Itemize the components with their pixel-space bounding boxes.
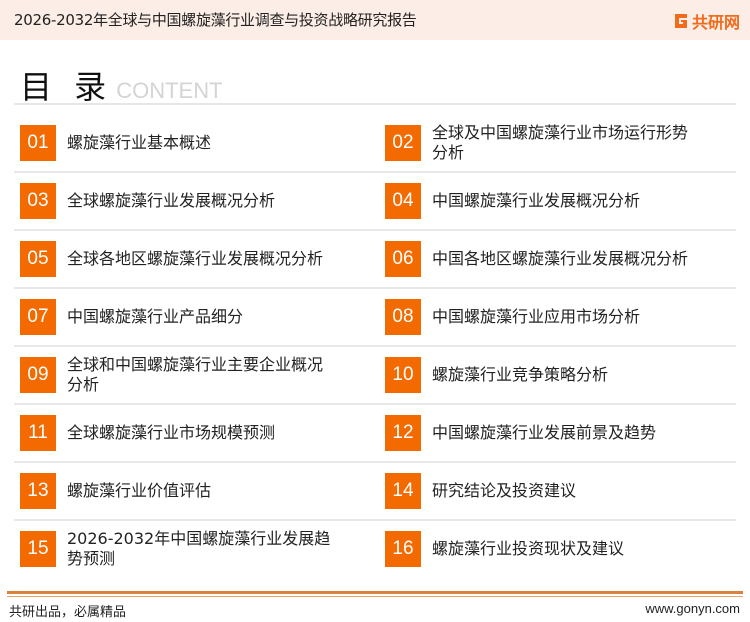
chapter-title: 螺旋藻行业竞争策略分析 [432,365,609,384]
toc-heading: 目 录 CONTENT [20,62,223,108]
chapter-title: 中国各地区螺旋藻行业发展概况分析 [432,249,689,268]
chapter-title: 全球和中国螺旋藻行业主要企业概况分析 [67,355,324,394]
row-divider [14,345,736,347]
chapter-title: 研究结论及投资建议 [432,481,577,500]
toc-item-15[interactable]: 15 2026-2032年中国螺旋藻行业发展趋势预测 [20,529,337,568]
row-divider [14,171,736,173]
toc-item-09[interactable]: 09 全球和中国螺旋藻行业主要企业概况分析 [20,355,337,394]
toc-row: 15 2026-2032年中国螺旋藻行业发展趋势预测 16 螺旋藻行业投资现状及建议 [14,529,736,587]
toc-item-03[interactable]: 03 全球螺旋藻行业发展概况分析 [20,183,337,219]
chapter-title: 螺旋藻行业价值评估 [67,481,212,500]
chapter-title: 中国螺旋藻行业发展前景及趋势 [432,423,657,442]
toc-row: 13 螺旋藻行业价值评估 14 研究结论及投资建议 [14,471,736,529]
chapter-number: 13 [20,473,56,509]
chapter-number: 11 [20,415,56,451]
chapter-title: 中国螺旋藻行业产品细分 [67,307,244,326]
toc-item-05[interactable]: 05 全球各地区螺旋藻行业发展概况分析 [20,241,337,277]
chapter-number: 16 [385,531,421,567]
toc-item-12[interactable]: 12 中国螺旋藻行业发展前景及趋势 [385,415,702,451]
row-divider [14,229,736,231]
toc-item-06[interactable]: 06 中国各地区螺旋藻行业发展概况分析 [385,241,702,277]
toc-item-13[interactable]: 13 螺旋藻行业价值评估 [20,473,337,509]
chapter-title: 中国螺旋藻行业应用市场分析 [432,307,641,326]
chapter-number: 04 [385,183,421,219]
chapter-number: 01 [20,125,56,161]
toc-row: 11 全球螺旋藻行业市场规模预测 12 中国螺旋藻行业发展前景及趋势 [14,413,736,471]
chapter-number: 10 [385,357,421,393]
chapter-number: 08 [385,299,421,335]
toc-row: 07 中国螺旋藻行业产品细分 08 中国螺旋藻行业应用市场分析 [14,297,736,355]
chapter-title: 全球各地区螺旋藻行业发展概况分析 [67,249,324,268]
toc-title: 目 录 [20,68,113,106]
row-divider [14,287,736,289]
brand-logo: 共研网 [673,9,740,33]
row-divider [14,519,736,521]
row-divider [14,403,736,405]
footer-website: www.gonyn.com [645,601,740,616]
chapter-number: 14 [385,473,421,509]
chapter-title: 螺旋藻行业基本概述 [67,133,212,152]
chapter-title: 螺旋藻行业投资现状及建议 [432,539,625,558]
toc-item-08[interactable]: 08 中国螺旋藻行业应用市场分析 [385,299,702,335]
logo-text: 共研网 [691,13,740,32]
toc-row: 05 全球各地区螺旋藻行业发展概况分析 06 中国各地区螺旋藻行业发展概况分析 [14,239,736,297]
chapter-number: 12 [385,415,421,451]
footer-divider-thin [7,596,743,597]
chapter-title: 全球及中国螺旋藻行业市场运行形势分析 [432,123,689,162]
chapter-number: 03 [20,183,56,219]
toc-item-16[interactable]: 16 螺旋藻行业投资现状及建议 [385,531,702,567]
chapter-number: 09 [20,357,56,393]
chapter-title: 2026-2032年中国螺旋藻行业发展趋势预测 [67,529,331,568]
chapter-number: 05 [20,241,56,277]
chapter-number: 07 [20,299,56,335]
toc-item-14[interactable]: 14 研究结论及投资建议 [385,473,702,509]
footer-slogan: 共研出品，必属精品 [9,605,127,620]
chapter-number: 06 [385,241,421,277]
chapter-title: 全球螺旋藻行业市场规模预测 [67,423,276,442]
divider [14,103,736,105]
toc-item-11[interactable]: 11 全球螺旋藻行业市场规模预测 [20,415,337,451]
chapter-title: 全球螺旋藻行业发展概况分析 [67,191,276,210]
toc-subtitle: CONTENT [116,78,223,103]
chapter-number: 15 [20,531,56,567]
chapter-title: 中国螺旋藻行业发展概况分析 [432,191,641,210]
header-bar: 2026-2032年全球与中国螺旋藻行业调查与投资战略研究报告 共研网 [0,0,750,40]
toc-item-01[interactable]: 01 螺旋藻行业基本概述 [20,125,337,161]
logo-g-icon [674,14,687,28]
report-title: 2026-2032年全球与中国螺旋藻行业调查与投资战略研究报告 [14,11,417,29]
toc-item-04[interactable]: 04 中国螺旋藻行业发展概况分析 [385,183,702,219]
toc-item-10[interactable]: 10 螺旋藻行业竞争策略分析 [385,357,702,393]
toc-item-02[interactable]: 02 全球及中国螺旋藻行业市场运行形势分析 [385,123,702,162]
footer-divider [7,591,743,594]
toc-row: 01 螺旋藻行业基本概述 02 全球及中国螺旋藻行业市场运行形势分析 [14,123,736,181]
chapter-number: 02 [385,125,421,161]
toc-row: 09 全球和中国螺旋藻行业主要企业概况分析 10 螺旋藻行业竞争策略分析 [14,355,736,413]
toc-row: 03 全球螺旋藻行业发展概况分析 04 中国螺旋藻行业发展概况分析 [14,181,736,239]
row-divider [14,461,736,463]
toc-item-07[interactable]: 07 中国螺旋藻行业产品细分 [20,299,337,335]
